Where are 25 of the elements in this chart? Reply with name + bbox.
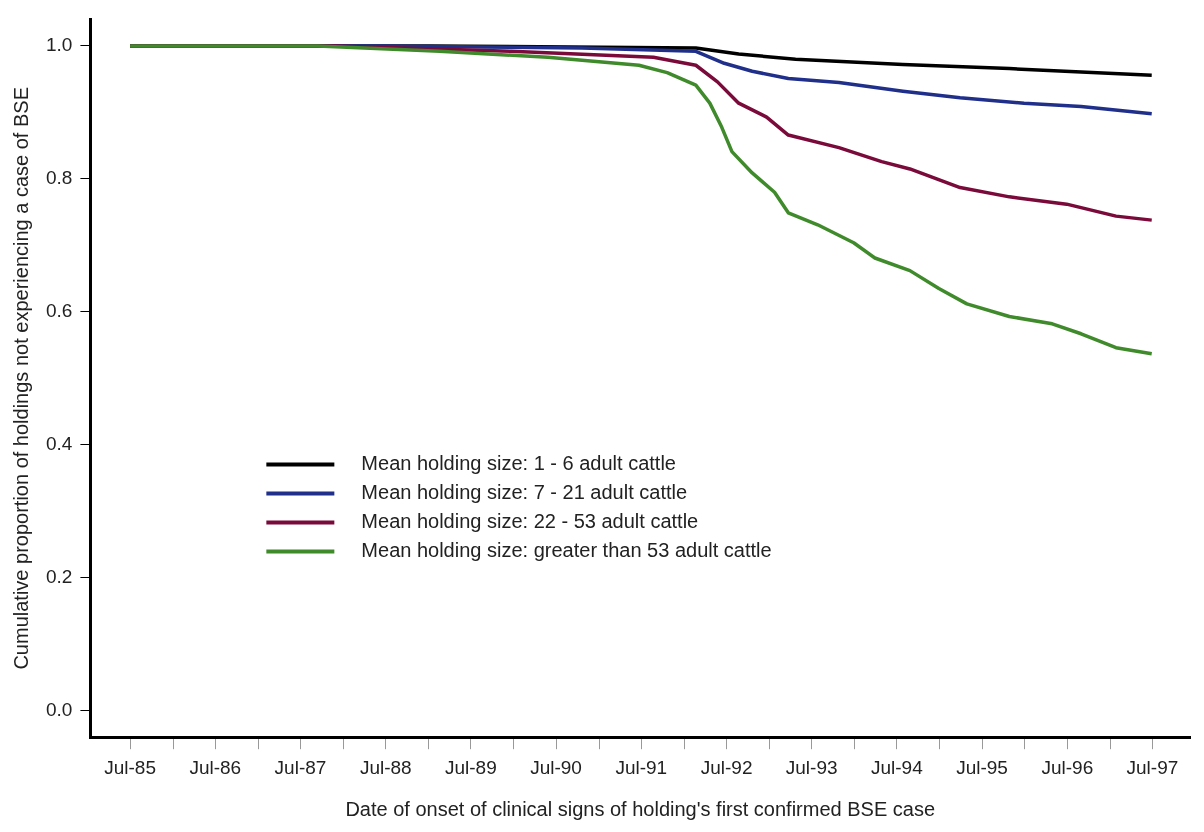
- x-tick-label: Jul-93: [785, 756, 838, 778]
- y-tick-label: 0.0: [45, 698, 73, 720]
- x-tick-label: Jul-86: [189, 756, 242, 778]
- x-tick-label: Jul-87: [274, 756, 327, 778]
- legend-label: Mean holding size: greater than 53 adult cattle: [361, 538, 772, 561]
- y-tick-label: 0.2: [45, 565, 73, 587]
- x-tick-label: Jul-97: [1126, 756, 1179, 778]
- y-tick-label: 0.4: [45, 433, 73, 454]
- y-axis-title: Cumulative proportion of holdings not experiencing a case of BSE: [9, 87, 32, 670]
- x-tick-label: Jul-90: [530, 756, 582, 778]
- x-axis-title: Date of onset of clinical signs of holding's first confirmed BSE case: [345, 797, 936, 820]
- y-tick-label: 1.0: [45, 34, 73, 56]
- x-tick-label: Jul-95: [956, 756, 1008, 778]
- x-tick-label: Jul-91: [615, 756, 668, 778]
- legend-label: Mean holding size: 7 - 21 adult cattle: [361, 480, 688, 503]
- x-tick-label: Jul-96: [1041, 756, 1094, 778]
- x-tick-label: Jul-92: [700, 756, 753, 778]
- legend-label: Mean holding size: 22 - 53 adult cattle: [361, 509, 699, 532]
- legend-label: Mean holding size: 1 - 6 adult cattle: [361, 451, 676, 474]
- x-tick-label: Jul-94: [870, 756, 924, 778]
- x-tick-label: Jul-89: [444, 756, 497, 778]
- x-tick-label: Jul-88: [359, 756, 412, 778]
- x-tick-label: Jul-85: [104, 756, 156, 778]
- y-tick-label: 0.8: [45, 167, 73, 189]
- y-tick-label: 0.6: [45, 300, 73, 322]
